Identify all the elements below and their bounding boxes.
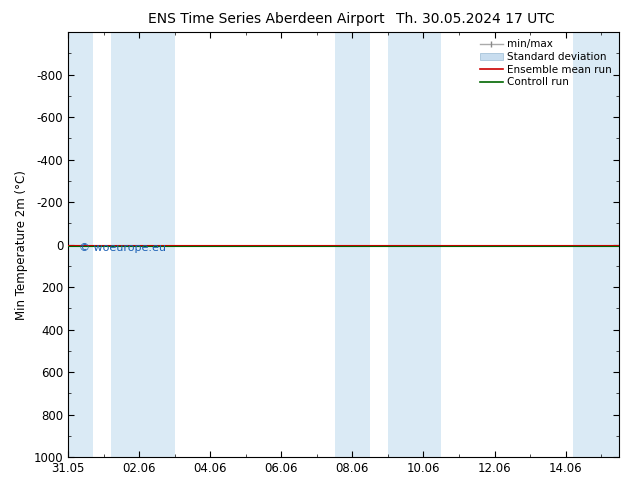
Text: © woeurope.eu: © woeurope.eu (79, 243, 166, 252)
Text: ENS Time Series Aberdeen Airport: ENS Time Series Aberdeen Airport (148, 12, 385, 26)
Text: Th. 30.05.2024 17 UTC: Th. 30.05.2024 17 UTC (396, 12, 555, 26)
Bar (335, 32, 370, 457)
Bar (388, 32, 441, 457)
Bar (111, 32, 175, 457)
Bar (573, 32, 619, 457)
Legend: min/max, Standard deviation, Ensemble mean run, Controll run: min/max, Standard deviation, Ensemble me… (476, 35, 616, 92)
Y-axis label: Min Temperature 2m (°C): Min Temperature 2m (°C) (15, 170, 28, 319)
Bar (68, 32, 93, 457)
